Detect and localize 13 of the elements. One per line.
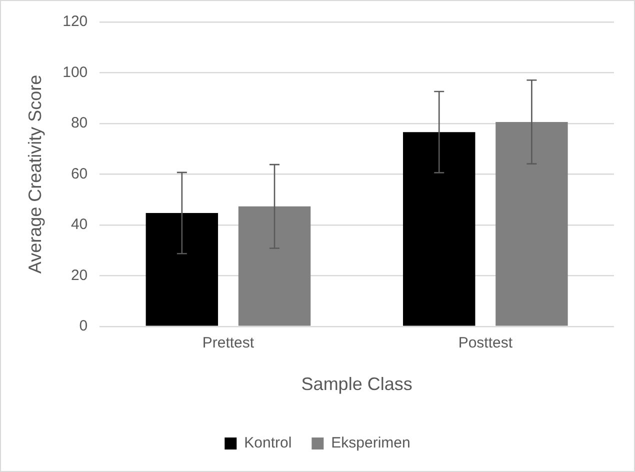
y-tick-label: 0 bbox=[79, 318, 88, 335]
x-tick-label: Prettest bbox=[202, 334, 255, 352]
y-tick-label: 100 bbox=[62, 64, 88, 81]
y-tick-label: 20 bbox=[70, 266, 88, 284]
y-tick-label: 120 bbox=[62, 13, 88, 30]
y-tick-label: 80 bbox=[70, 114, 88, 132]
legend-label: Kontrol bbox=[244, 434, 292, 452]
legend-label: Eksperimen bbox=[331, 434, 410, 452]
x-tick-label: Posttest bbox=[458, 334, 514, 352]
y-tick-label: 60 bbox=[70, 165, 88, 182]
x-axis-title: Sample Class bbox=[301, 374, 412, 394]
y-axis-title: Average Creativity Score bbox=[24, 74, 45, 274]
y-tick-label: 40 bbox=[70, 216, 88, 234]
